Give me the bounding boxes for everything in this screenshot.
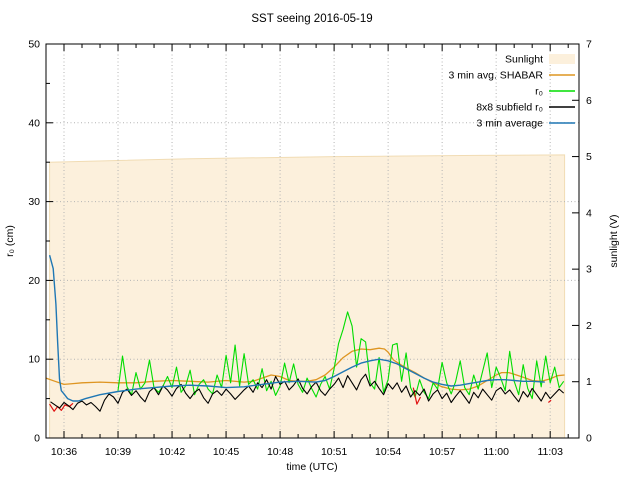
y-right-tick-label-2: 2 — [586, 320, 592, 332]
y-axis-label-left: r₀ (cm) — [4, 225, 16, 257]
y-right-tick-label-1: 1 — [586, 376, 592, 388]
legend-label: r₀ — [535, 86, 543, 98]
x-tick-label-11:03: 11:03 — [537, 446, 563, 458]
x-tick-label-10:48: 10:48 — [267, 446, 293, 458]
x-tick-label-10:45: 10:45 — [213, 446, 239, 458]
legend-label: 8x8 subfield r₀ — [476, 102, 543, 114]
tick-labels: 10:36 10:39 10:42 10:45 10:48 10:51 10:54 10:57… — [28, 39, 592, 459]
x-tick-label-10:36: 10:36 — [51, 446, 77, 458]
y-left-tick-label-40: 40 — [28, 117, 40, 129]
y-right-tick-label-4: 4 — [586, 207, 592, 219]
x-tick-label-10:54: 10:54 — [375, 446, 401, 458]
x-tick-label-10:39: 10:39 — [105, 446, 131, 458]
data-series — [45, 255, 565, 412]
y-left-tick-label-10: 10 — [28, 354, 40, 366]
legend-item-3: 8x8 subfield r₀ — [476, 102, 575, 114]
series-red-segment-1 — [412, 387, 422, 405]
y-right-tick-label-7: 7 — [586, 39, 592, 51]
y-left-tick-label-20: 20 — [28, 275, 40, 287]
series-red-segment-2 — [548, 399, 552, 403]
legend: Sunlight 3 min avg. SHABAR r₀ 8x8 subfield … — [448, 54, 575, 130]
y-axis-label-right: sunlight (V) — [608, 214, 620, 267]
y-left-tick-label-0: 0 — [34, 433, 40, 445]
chart-title: SST seeing 2016-05-19 — [251, 13, 372, 25]
y-right-tick-label-6: 6 — [586, 95, 592, 107]
legend-label: 3 min avg. SHABAR — [448, 70, 543, 82]
x-tick-label-10:42: 10:42 — [159, 446, 185, 458]
x-axis-label: time (UTC) — [286, 461, 337, 473]
legend-item-4: 3 min average — [476, 118, 575, 130]
y-left-tick-label-50: 50 — [28, 39, 40, 51]
x-tick-label-10:51: 10:51 — [321, 446, 347, 458]
legend-swatch-sunlight — [549, 54, 575, 64]
y-right-tick-label-0: 0 — [586, 433, 592, 445]
legend-item-1: 3 min avg. SHABAR — [448, 70, 575, 82]
legend-label: 3 min average — [476, 118, 543, 130]
y-right-tick-label-5: 5 — [586, 151, 592, 163]
grid-lines — [46, 44, 579, 438]
legend-item-2: r₀ — [535, 86, 575, 98]
y-right-tick-label-3: 3 — [586, 264, 592, 276]
legend-label: Sunlight — [505, 54, 543, 66]
series-r0-line — [117, 311, 565, 400]
axes — [45, 43, 580, 439]
legend-item-0: Sunlight — [505, 54, 575, 66]
y-left-tick-label-30: 30 — [28, 196, 40, 208]
x-tick-label-11:00: 11:00 — [483, 446, 509, 458]
series-3min-average-line — [48, 255, 545, 402]
x-tick-label-10:57: 10:57 — [429, 446, 455, 458]
series-8x8-subfield-line — [50, 373, 565, 412]
